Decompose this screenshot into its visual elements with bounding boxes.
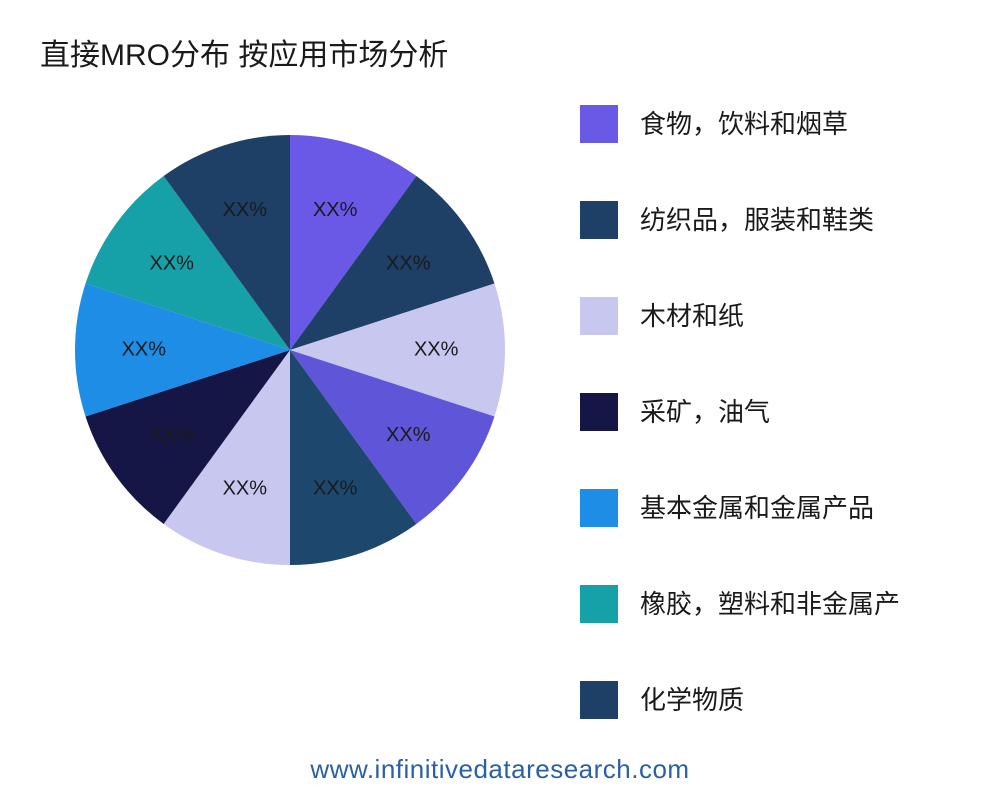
slice-label: XX% bbox=[386, 252, 431, 274]
slice-label: XX% bbox=[149, 424, 194, 446]
slice-label: XX% bbox=[414, 338, 459, 360]
legend: 食物，饮料和烟草纺织品，服装和鞋类木材和纸采矿，油气基本金属和金属产品橡胶，塑料… bbox=[580, 105, 1000, 777]
legend-item: 基本金属和金属产品 bbox=[580, 489, 1000, 527]
legend-swatch bbox=[580, 489, 618, 527]
legend-item: 采矿，油气 bbox=[580, 393, 1000, 431]
legend-label: 食物，饮料和烟草 bbox=[640, 105, 848, 143]
legend-label: 采矿，油气 bbox=[640, 393, 770, 431]
legend-swatch bbox=[580, 585, 618, 623]
legend-item: 化学物质 bbox=[580, 681, 1000, 719]
slice-label: XX% bbox=[149, 252, 194, 274]
watermark: www.infinitivedataresearch.com bbox=[310, 754, 689, 785]
legend-label: 基本金属和金属产品 bbox=[640, 489, 874, 527]
legend-label: 木材和纸 bbox=[640, 297, 744, 335]
slice-label: XX% bbox=[313, 199, 358, 221]
legend-item: 食物，饮料和烟草 bbox=[580, 105, 1000, 143]
legend-swatch bbox=[580, 105, 618, 143]
slice-label: XX% bbox=[122, 338, 167, 360]
legend-item: 纺织品，服装和鞋类 bbox=[580, 201, 1000, 239]
slice-label: XX% bbox=[223, 477, 268, 499]
legend-label: 纺织品，服装和鞋类 bbox=[640, 201, 874, 239]
slice-label: XX% bbox=[386, 424, 431, 446]
legend-label: 化学物质 bbox=[640, 681, 744, 719]
slice-label: XX% bbox=[223, 199, 268, 221]
legend-swatch bbox=[580, 297, 618, 335]
slice-label: XX% bbox=[313, 477, 358, 499]
legend-swatch bbox=[580, 201, 618, 239]
legend-label: 橡胶，塑料和非金属产 bbox=[640, 585, 900, 623]
pie-svg: XX% XX% XX% XX% XX% XX% XX% XX% XX% XX% bbox=[40, 100, 540, 600]
pie-chart: XX% XX% XX% XX% XX% XX% XX% XX% XX% XX% bbox=[40, 100, 540, 600]
legend-swatch bbox=[580, 393, 618, 431]
legend-swatch bbox=[580, 681, 618, 719]
legend-item: 木材和纸 bbox=[580, 297, 1000, 335]
legend-item: 橡胶，塑料和非金属产 bbox=[580, 585, 1000, 623]
chart-title: 直接MRO分布 按应用市场分析 bbox=[40, 30, 448, 74]
